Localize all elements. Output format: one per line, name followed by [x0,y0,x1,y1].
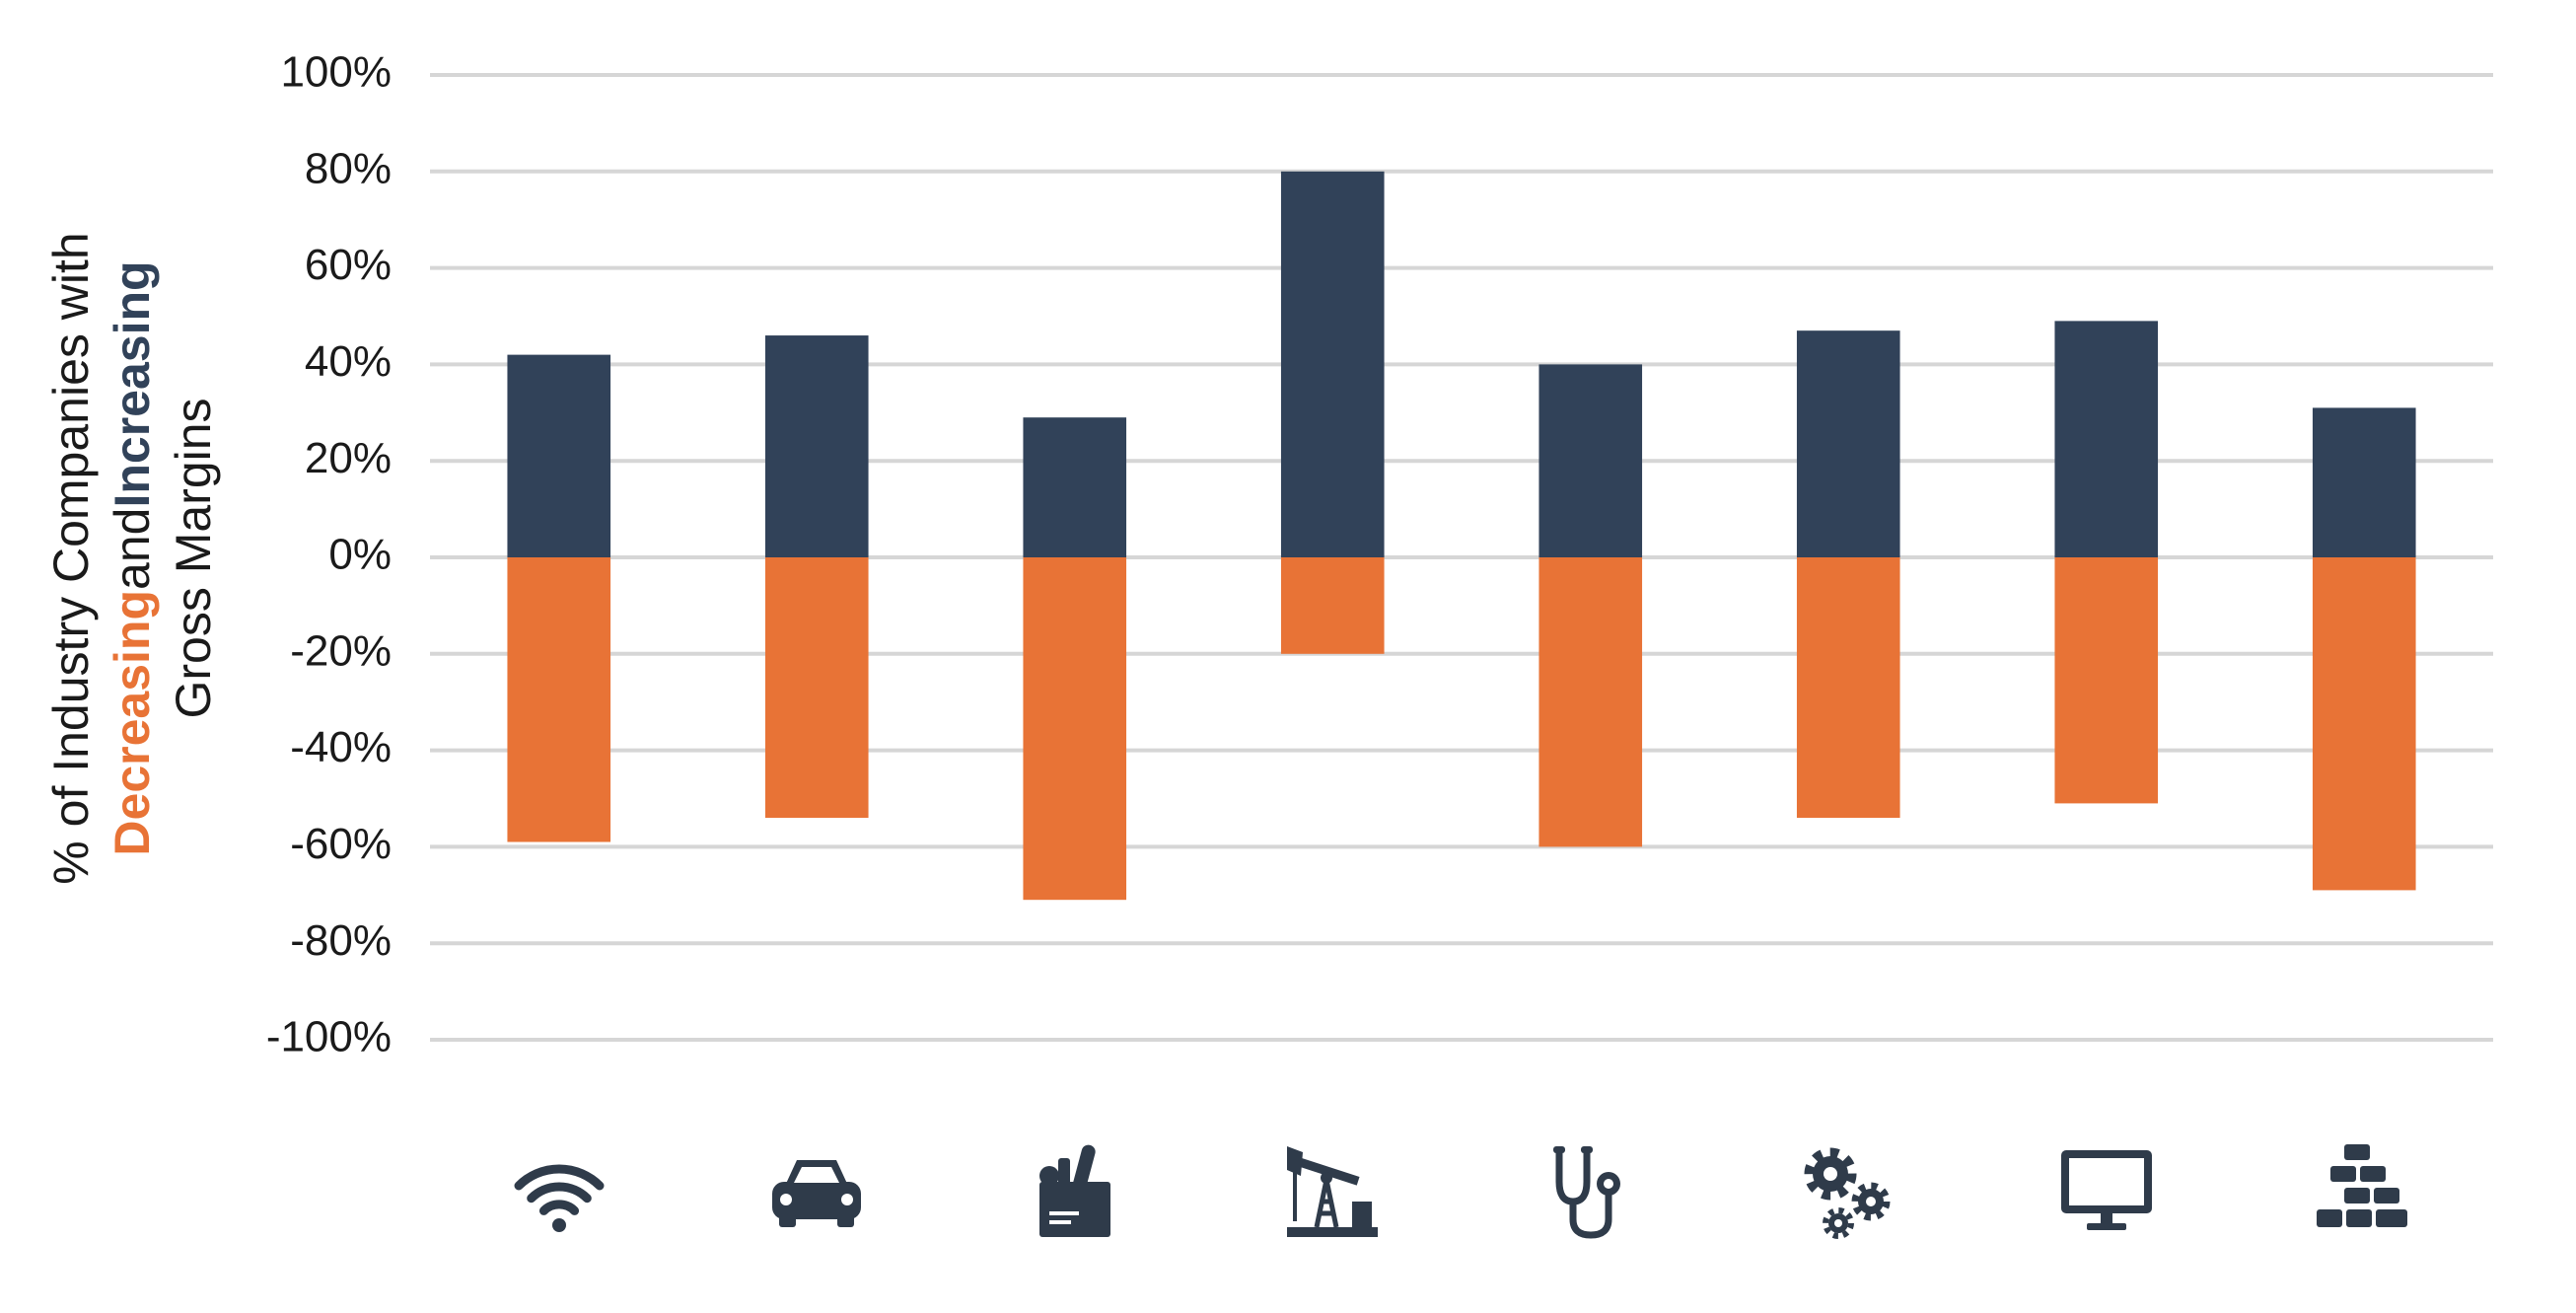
bar [1023,557,1127,901]
series-name: Increasing [105,260,160,507]
icon-oil-pump [1287,1146,1378,1237]
bar [764,335,869,557]
y-tick-label: 80% [305,144,392,192]
bar [1280,557,1385,654]
icon-bricks [2317,1144,2407,1227]
y-tick-label: 0% [328,531,392,579]
bar [1796,330,1900,557]
bar [1538,364,1643,557]
y-tick-label: 20% [305,434,392,482]
icon-wifi [514,1164,605,1232]
bar [507,557,611,842]
grid [430,73,2493,1042]
y-label-line: DecreasingandIncreasing [105,260,160,855]
bar [1280,171,1385,558]
y-tick-label: -80% [290,916,392,965]
y-label-line: Gross Margins [166,398,221,718]
series-name: Decreasing [105,590,160,856]
bar [2312,407,2416,557]
icon-car [772,1160,861,1227]
y-tick-label: -100% [266,1013,392,1061]
bar [1538,557,1643,847]
bar [2054,321,2159,557]
bar [764,557,869,819]
y-label-joiner: and [105,508,160,590]
y-axis-title: % of Industry Companies with Decreasinga… [43,232,221,884]
y-tick-label: 100% [280,48,392,97]
icon-gears [1804,1147,1891,1239]
y-tick-label: -40% [290,723,392,771]
y-tick-label: 60% [305,241,392,289]
bar [507,354,611,557]
bar [1796,557,1900,819]
icon-monitor [2061,1150,2152,1230]
icon-groceries [1039,1144,1110,1237]
bars [507,171,2416,901]
y-tick-label: -60% [290,820,392,868]
y-label-line: % of Industry Companies with [43,232,99,884]
icon-stethoscope [1553,1146,1620,1239]
y-tick-label: -20% [290,626,392,675]
bar [1023,417,1127,557]
y-tick-label: 40% [305,337,392,386]
labels: -100% -80% -60% -40% -20% 0% 20% 40% 60% 80% 100% [266,48,392,1061]
bar [2054,557,2159,804]
bar [2312,557,2416,891]
